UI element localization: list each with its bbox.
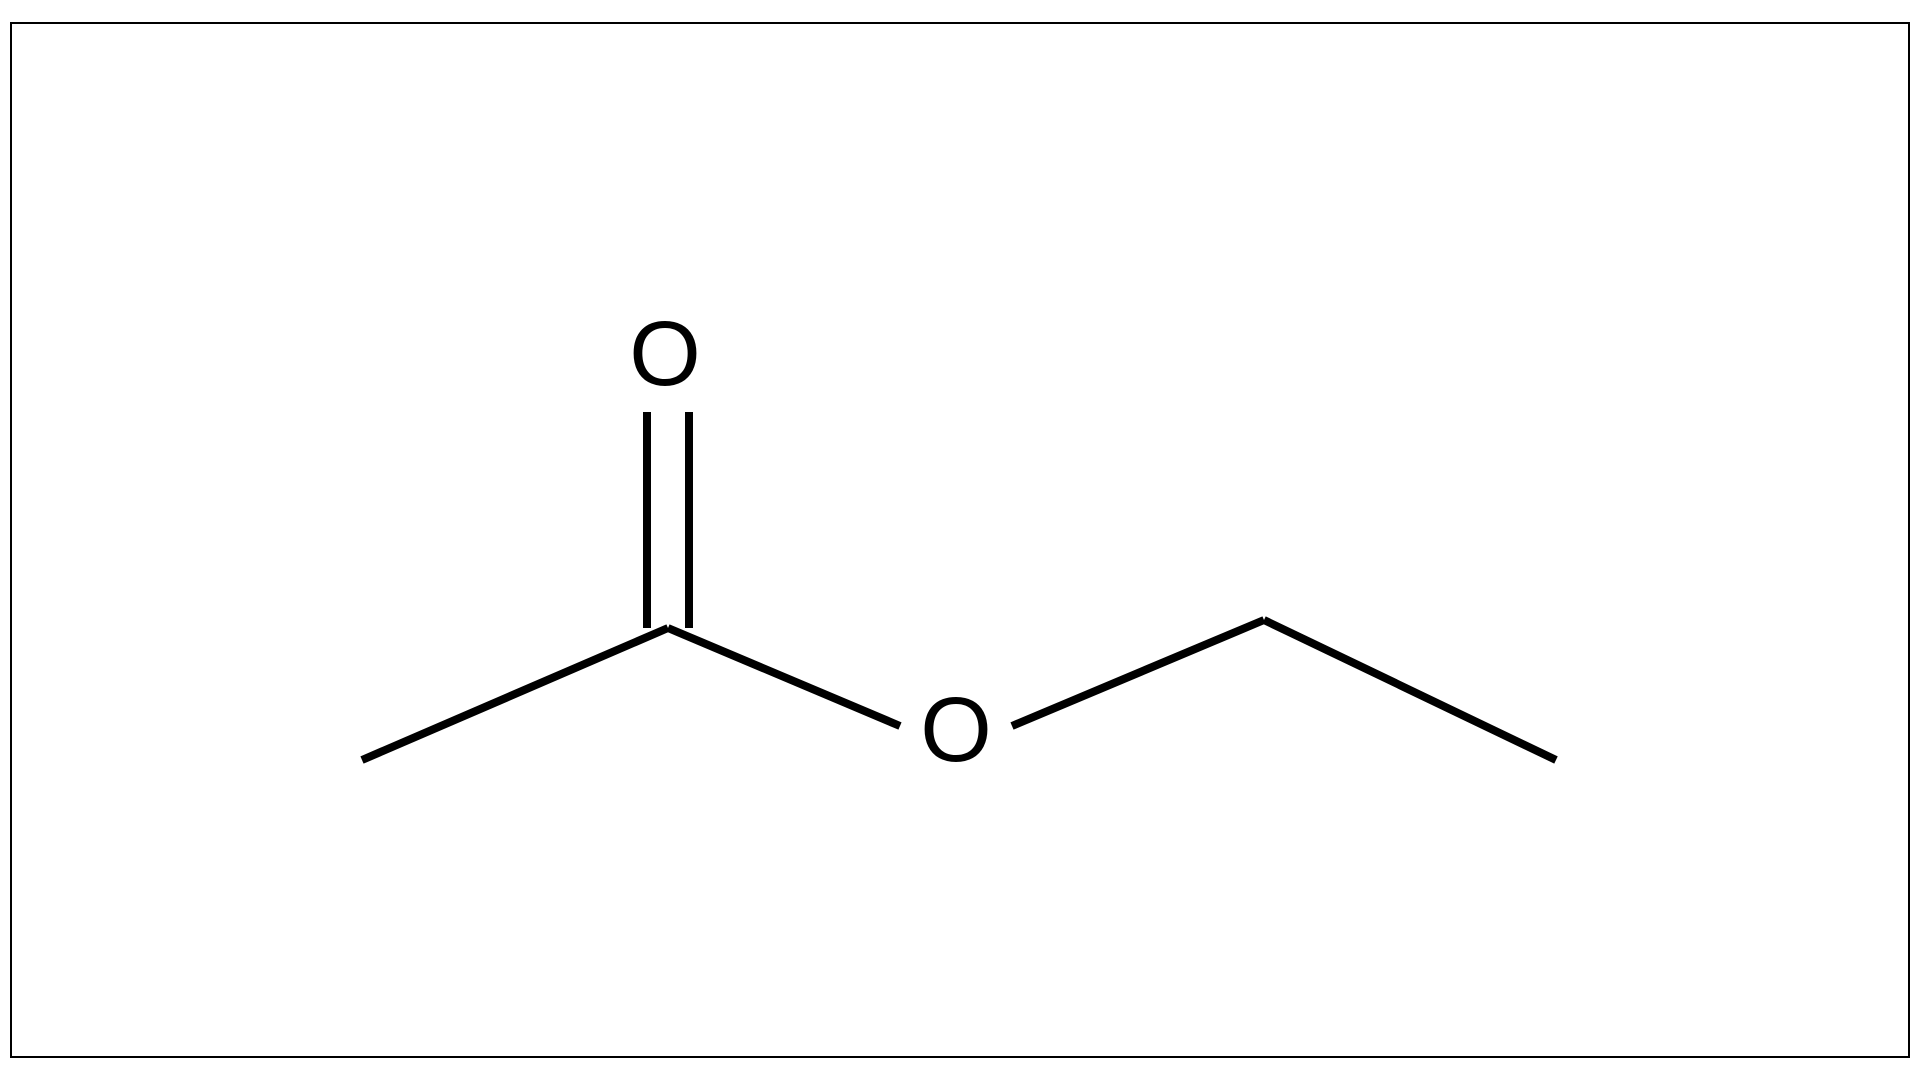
bond-o-ch2	[1012, 620, 1264, 726]
bond-c-o-ether	[668, 628, 900, 726]
atom-label-O_ether: O	[920, 684, 992, 776]
bond-layer	[0, 0, 1920, 1080]
bond-ch3-c	[362, 628, 668, 760]
atom-label-O_carbonyl: O	[629, 308, 701, 400]
bond-ch2-ch3	[1264, 620, 1556, 760]
